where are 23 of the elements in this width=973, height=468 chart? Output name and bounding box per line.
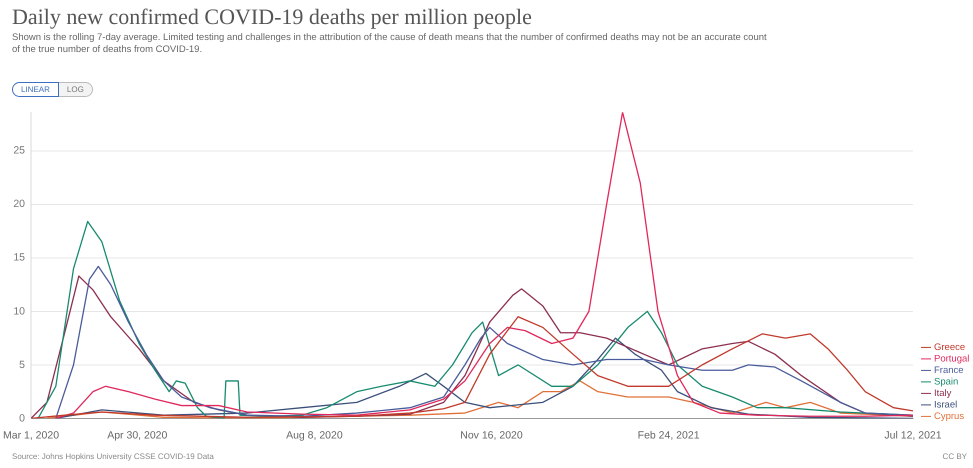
- x-tick-label: Jul 12, 2021: [884, 430, 942, 442]
- y-tick-label: 5: [19, 358, 26, 371]
- x-tick-label: Nov 16, 2020: [460, 430, 523, 442]
- chart-subtitle: Shown is the rolling 7-day average. Limited testing and challenges in the attribution of the cause of death means that the number of confirmed deaths may not be an accurate count of the true number of deaths from COVID-19.: [12, 32, 768, 56]
- text: CC BY: [942, 452, 967, 461]
- legend-label: Portugal: [934, 354, 970, 365]
- legend-label: Italy: [934, 388, 952, 400]
- legend-label: Israel: [934, 400, 958, 411]
- y-tick-label: 15: [13, 252, 26, 264]
- legend-label: Cyprus: [934, 411, 964, 422]
- y-tick-label: 20: [13, 198, 26, 210]
- y-tick-label: 10: [13, 305, 26, 318]
- x-tick-label: Mar 1, 2020: [2, 430, 60, 442]
- legend-label: France: [934, 365, 964, 376]
- x-tick-label: Apr 30, 2020: [107, 430, 168, 442]
- x-tick-label: Aug 8, 2020: [286, 430, 343, 442]
- y-tick-label: 0: [19, 412, 26, 424]
- source-note: Source: Johns Hopkins University CSSE COVID-19 Data: [12, 452, 214, 461]
- chart-title: Daily new confirmed COVID-19 deaths per million people: [12, 4, 532, 30]
- x-tick-label: Feb 24, 2021: [638, 430, 700, 442]
- legend-label: Spain: [934, 376, 958, 388]
- legend-label: Greece: [934, 342, 966, 354]
- y-tick-label: 25: [13, 144, 26, 157]
